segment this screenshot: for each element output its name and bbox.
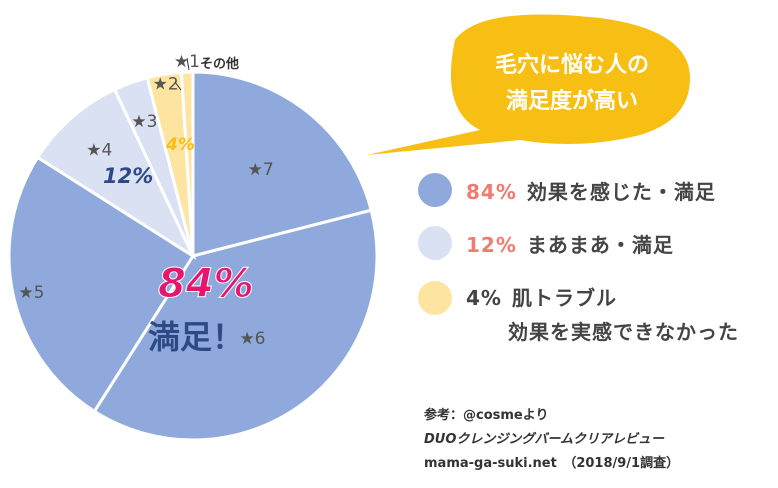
other-label: その他 — [200, 56, 239, 72]
leader-line-star1 — [186, 57, 190, 71]
source-line1: 参考：@cosmeより — [424, 408, 549, 423]
pct-label-trouble: 4% — [165, 135, 195, 155]
legend-swatch-okay — [418, 226, 452, 260]
center-satisfied-label: 満足！ — [148, 318, 244, 356]
legend-text-trouble: 4% 肌トラブル 効果を実感できなかった — [466, 286, 739, 344]
source-line3: mama-ga-suki.net （2018/9/1調査） — [424, 456, 680, 471]
legend-text-satisfied: 84% 効果を感じた・満足 — [466, 179, 716, 204]
slice-label: ★4 — [86, 141, 112, 161]
slice-label: ★5 — [18, 283, 44, 303]
pie-slice — [179, 70, 195, 257]
callout-line2: 満足度が高い — [506, 88, 638, 114]
speech-bubble — [367, 14, 690, 155]
leader-line-star2 — [174, 81, 182, 91]
source-line2: DUOクレンジングバームクリアレビュー — [424, 432, 665, 447]
slice-label: ★6 — [239, 329, 265, 349]
legend-swatch-trouble — [418, 281, 452, 315]
pie-slice — [35, 87, 197, 261]
slice-label: ★3 — [131, 112, 157, 132]
center-percent: 84% — [158, 261, 254, 307]
slice-label: ★1 — [174, 52, 200, 72]
pie-slice — [92, 208, 379, 442]
legend-item-trouble: 4% 肌トラブル 効果を実感できなかった — [418, 281, 739, 349]
pct-label-okay: 12% — [103, 164, 153, 188]
slice-label: ★2 — [153, 74, 179, 94]
legend-item-okay: 12% まあまあ・満足 — [418, 226, 674, 260]
pie-slice — [7, 155, 196, 414]
pie-slices — [7, 70, 379, 442]
slice-label: ★7 — [248, 160, 274, 180]
legend-item-satisfied: 84% 効果を感じた・満足 — [418, 173, 716, 207]
legend-swatch-satisfied — [418, 173, 452, 207]
pie-slice — [191, 70, 374, 258]
callout-line1: 毛穴に悩む人の — [495, 52, 649, 78]
pie-slice-labels: ★7 ★6 ★5 ★4 ★3 ★2★1 — [18, 52, 273, 349]
legend-text-okay: 12% まあまあ・満足 — [466, 232, 674, 257]
